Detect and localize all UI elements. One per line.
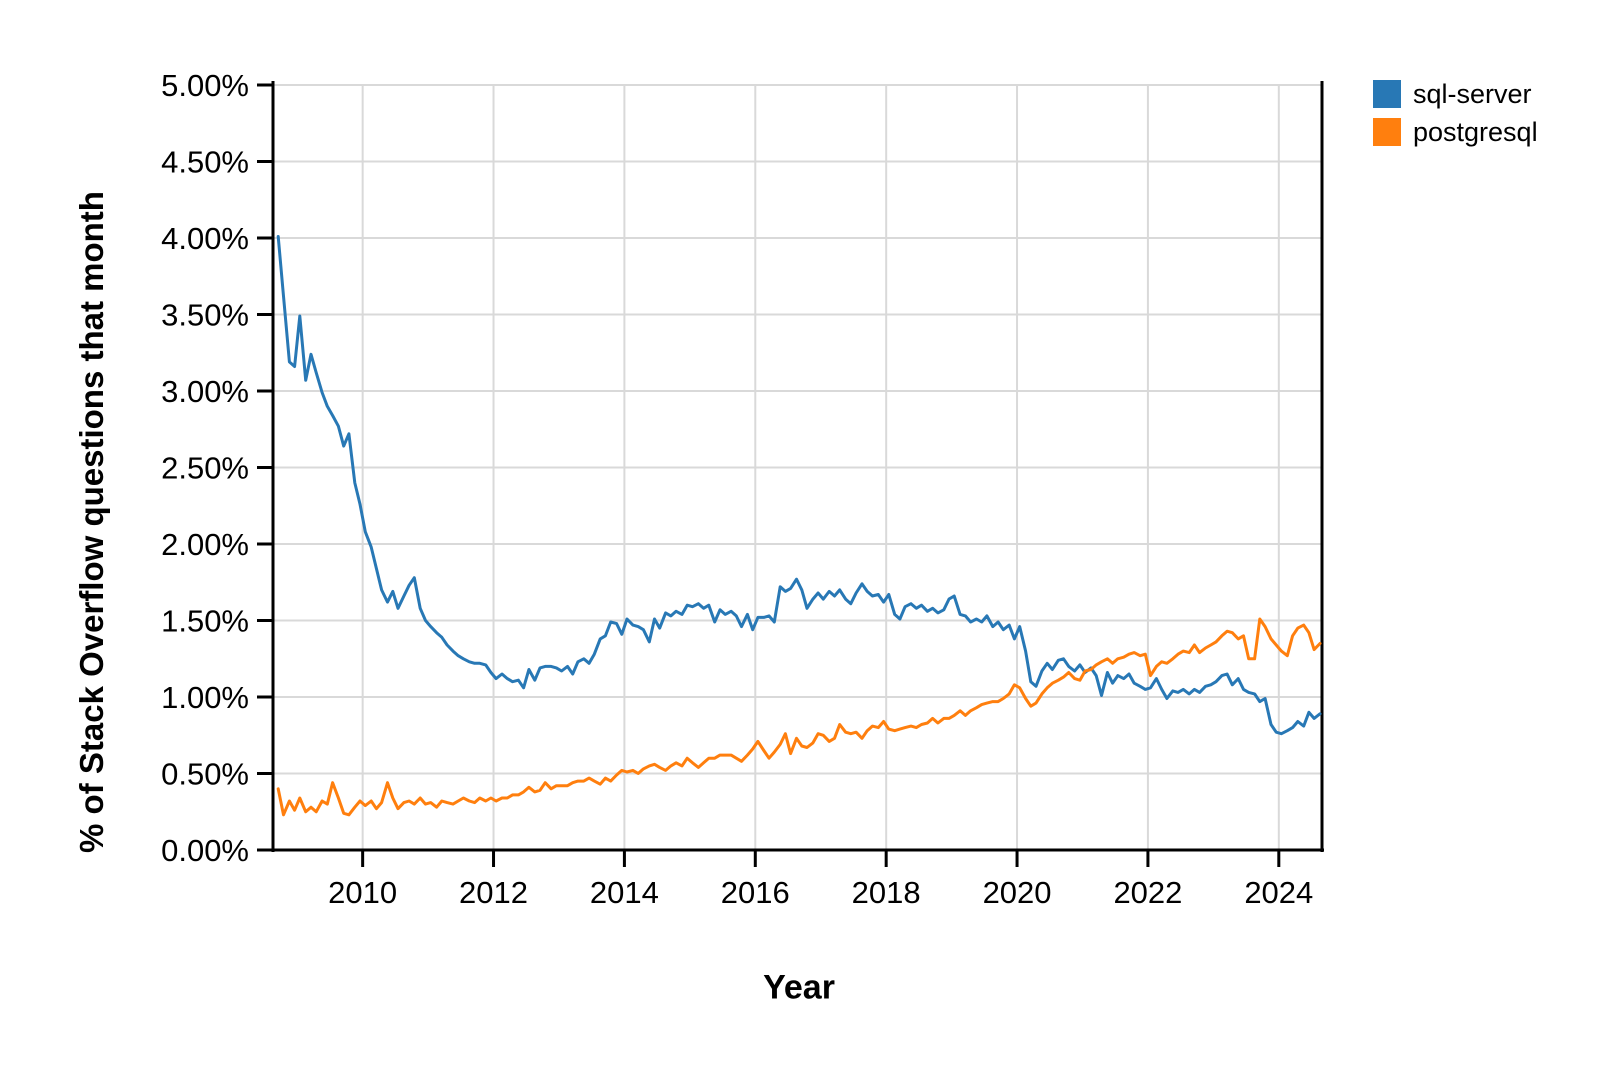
x-tick-label: 2022	[1113, 875, 1182, 910]
y-tick-label: 4.00%	[161, 221, 249, 256]
postgresql-swatch	[1373, 118, 1401, 146]
x-tick-label: 2012	[459, 875, 528, 910]
y-tick-label: 2.00%	[161, 527, 249, 562]
y-tick-label: 3.00%	[161, 374, 249, 409]
legend-item-postgresql: postgresql	[1373, 118, 1538, 146]
sql-server-label: sql-server	[1413, 79, 1532, 109]
y-tick-label: 2.50%	[161, 451, 249, 486]
x-tick-label: 2014	[590, 875, 659, 910]
x-tick-label: 2010	[328, 875, 397, 910]
y-tick-label: 0.00%	[161, 833, 249, 868]
sql-server-swatch	[1373, 80, 1401, 108]
y-tick-label: 4.50%	[161, 145, 249, 180]
postgresql-line	[276, 617, 1322, 817]
y-tick-label: 3.50%	[161, 298, 249, 333]
y-tick-label: 1.00%	[161, 680, 249, 715]
postgresql-label: postgresql	[1413, 117, 1538, 147]
x-axis-title: Year	[763, 968, 835, 1007]
y-axis-title: % of Stack Overflow questions that month	[73, 191, 110, 853]
y-tick-label: 5.00%	[161, 68, 249, 103]
legend-item-sql-server: sql-server	[1373, 80, 1538, 108]
sql-server-line	[276, 235, 1322, 736]
x-tick-label: 2018	[852, 875, 921, 910]
legend: sql-server postgresql	[1373, 80, 1538, 146]
x-tick-label: 2016	[721, 875, 790, 910]
x-tick-label: 2020	[983, 875, 1052, 910]
y-tick-label: 1.50%	[161, 604, 249, 639]
y-tick-label: 0.50%	[161, 757, 249, 792]
x-tick-label: 2024	[1244, 875, 1313, 910]
